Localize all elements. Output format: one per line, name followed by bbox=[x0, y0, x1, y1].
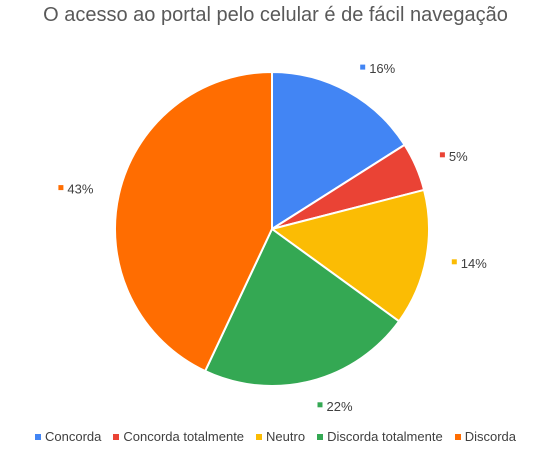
slice-label-swatch bbox=[360, 64, 366, 70]
legend-swatch bbox=[454, 433, 461, 440]
pie-slice-1 bbox=[271, 70, 406, 231]
legend-item-3: Neutro bbox=[256, 429, 305, 444]
slice-label-text: 5% bbox=[449, 149, 468, 164]
chart-title: O acesso ao portal pelo celular é de fác… bbox=[43, 4, 508, 26]
legend-swatch bbox=[317, 433, 324, 440]
slice-label-swatch bbox=[451, 259, 457, 265]
slice-label-3: 14% bbox=[451, 256, 487, 271]
pie-chart: 16% 5% 14% 22% 43% bbox=[58, 61, 487, 414]
slice-label-text: 14% bbox=[461, 256, 487, 271]
legend-label: Concorda bbox=[44, 429, 102, 444]
slice-labels: 16% 5% 14% 22% 43% bbox=[58, 61, 487, 414]
legend-label: Concorda totalmente bbox=[123, 429, 245, 444]
legend-swatch bbox=[34, 433, 41, 440]
legend-swatch bbox=[113, 433, 120, 440]
legend: Concorda Concorda totalmente Neutro Discord… bbox=[0, 429, 551, 444]
legend-label: Discorda totalmente bbox=[327, 429, 443, 444]
slice-label-swatch bbox=[317, 402, 323, 408]
slice-label-4: 22% bbox=[317, 399, 353, 414]
slice-label-swatch bbox=[58, 185, 64, 191]
slice-label-swatch bbox=[439, 152, 445, 158]
slice-label-2: 5% bbox=[439, 149, 468, 164]
legend-label: Neutro bbox=[266, 429, 306, 444]
legend-item-1: Concorda bbox=[34, 429, 102, 444]
legend-item-5: Discorda bbox=[454, 429, 516, 444]
pie-slice-3 bbox=[269, 188, 431, 323]
legend-item-2: Concorda totalmente bbox=[113, 429, 244, 444]
slice-label-5: 43% bbox=[58, 182, 94, 197]
pie-slices bbox=[114, 70, 431, 387]
slice-label-text: 22% bbox=[327, 399, 353, 414]
slice-label-text: 16% bbox=[369, 61, 395, 76]
legend-swatch bbox=[256, 433, 263, 440]
slice-label-text: 43% bbox=[67, 182, 93, 197]
legend-item-4: Discorda totalmente bbox=[317, 429, 443, 444]
pie-slice-5 bbox=[114, 70, 273, 373]
legend-label: Discorda bbox=[464, 429, 516, 444]
slice-label-1: 16% bbox=[360, 61, 396, 76]
